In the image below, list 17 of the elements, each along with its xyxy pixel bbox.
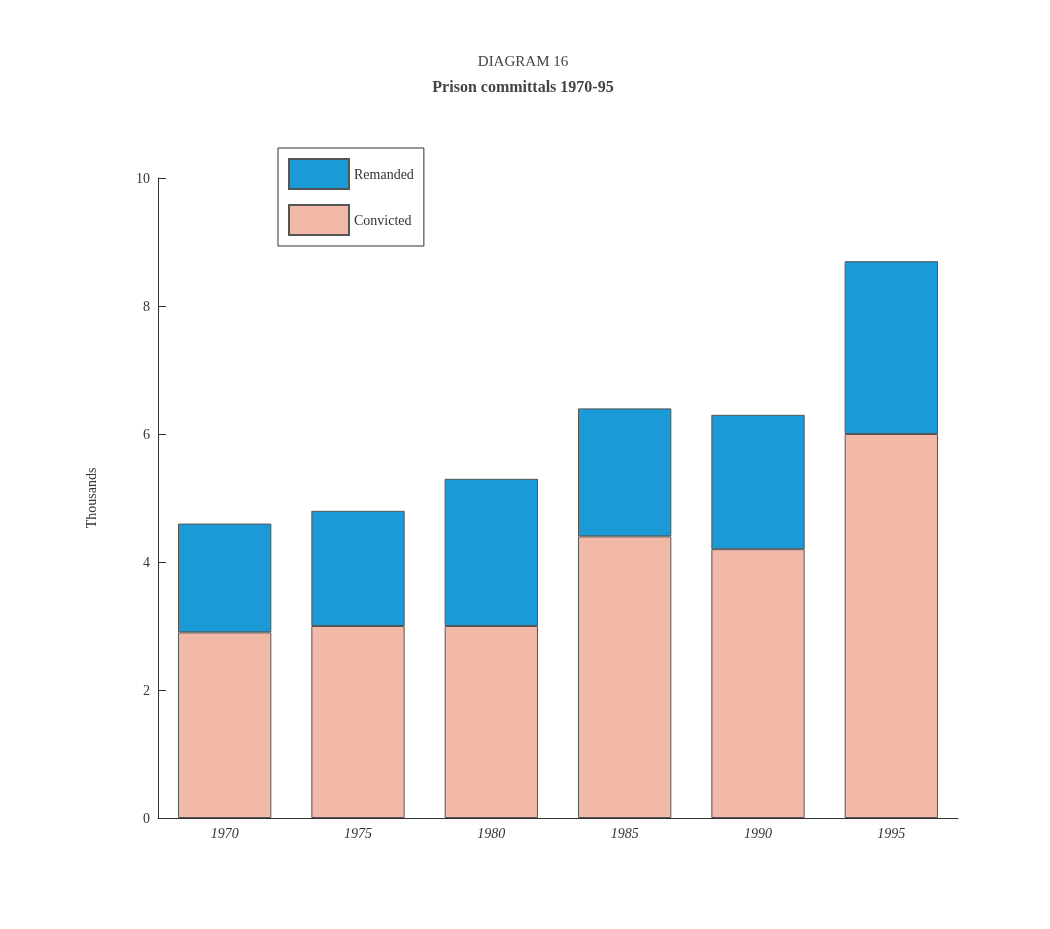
y-axis-title: Thousands <box>83 467 99 529</box>
x-tick-label: 1990 <box>744 825 772 841</box>
y-tick-label: 6 <box>143 426 150 442</box>
chart-title: DIAGRAM 16 <box>477 52 569 69</box>
y-tick-label: 8 <box>143 298 150 314</box>
legend-label: Convicted <box>354 212 412 228</box>
legend-label: Remanded <box>354 166 414 182</box>
y-tick-label: 4 <box>143 554 150 570</box>
y-tick-label: 2 <box>143 682 150 698</box>
x-tick-label: 1970 <box>210 825 239 841</box>
x-tick-label: 1980 <box>477 825 506 841</box>
x-tick-label: 1995 <box>877 825 906 841</box>
y-tick-label: 0 <box>143 810 150 826</box>
y-tick-label: 10 <box>136 170 150 186</box>
x-tick-label: 1985 <box>610 825 639 841</box>
x-tick-label: 1975 <box>344 825 372 841</box>
chart-subtitle: Prison committals 1970-95 <box>432 77 614 95</box>
